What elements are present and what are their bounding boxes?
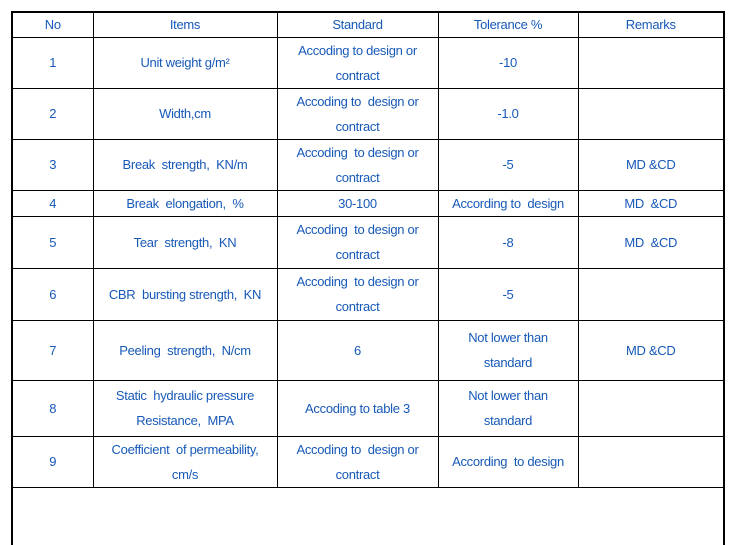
cell-remarks: [577, 36, 725, 89]
cell-no: 8: [11, 379, 94, 437]
cell-items: Break elongation, %: [92, 189, 278, 217]
cell-items: Peeling strength, N/cm: [92, 319, 278, 381]
cell-standard: Accoding to design or contract: [276, 36, 439, 89]
cell-no: 1: [11, 36, 94, 89]
header-row: No Items Standard Tolerance % Remarks: [11, 11, 725, 38]
cell-standard: Accoding to design or contract: [276, 435, 439, 488]
cell-tolerance: -10: [437, 36, 579, 89]
col-header-tolerance: Tolerance %: [437, 11, 579, 38]
cell-standard: Accoding to design or contract: [276, 215, 439, 269]
cell-standard: Accoding to table 3: [276, 379, 439, 437]
cell-items: Width,cm: [92, 87, 278, 140]
cell-remarks: [577, 379, 725, 437]
cell-standard: 6: [276, 319, 439, 381]
cell-remarks: MD &CD: [577, 138, 725, 191]
table-row: 5 Tear strength, KN Accoding to design o…: [11, 215, 725, 269]
cell-remarks: MD &CD: [577, 319, 725, 381]
cell-standard: Accoding to design or contract: [276, 267, 439, 321]
col-header-standard: Standard: [276, 11, 439, 38]
table-row: 7 Peeling strength, N/cm 6 Not lower tha…: [11, 319, 725, 381]
cell-tolerance: According to design: [437, 189, 579, 217]
cell-remarks: [577, 435, 725, 488]
cell-items: Break strength, KN/m: [92, 138, 278, 191]
cell-tolerance: -1.0: [437, 87, 579, 140]
table-row: 2 Width,cm Accoding to design or contrac…: [11, 87, 725, 140]
cell-tolerance: -5: [437, 138, 579, 191]
cell-tolerance: According to design: [437, 435, 579, 488]
cell-no: 4: [11, 189, 94, 217]
table-row: 4 Break elongation, % 30-100 According t…: [11, 189, 725, 217]
cell-no: 5: [11, 215, 94, 269]
cell-no: 6: [11, 267, 94, 321]
cell-no: 2: [11, 87, 94, 140]
spec-table: No Items Standard Tolerance % Remarks 1 …: [11, 11, 725, 545]
cell-remarks: MD &CD: [577, 215, 725, 269]
cell-items: Coefficient of permeability, cm/s: [92, 435, 278, 488]
cell-remarks: MD &CD: [577, 189, 725, 217]
footnotes-cell: 1. The strength requirement for geocompo…: [11, 486, 725, 545]
table-row: 9 Coefficient of permeability, cm/s Acco…: [11, 435, 725, 488]
table-row: 6 CBR bursting strength, KN Accoding to …: [11, 267, 725, 321]
cell-standard: 30-100: [276, 189, 439, 217]
cell-items: Static hydraulic pressure Resistance, MP…: [92, 379, 278, 437]
table-row: 1 Unit weight g/m² Accoding to design or…: [11, 36, 725, 89]
footnote-1: 1. The strength requirement for geocompo…: [15, 538, 721, 545]
cell-standard: Accoding to design or contract: [276, 87, 439, 140]
table-row: 3 Break strength, KN/m Accoding to desig…: [11, 138, 725, 191]
cell-standard: Accoding to design or contract: [276, 138, 439, 191]
table-row: 8 Static hydraulic pressure Resistance, …: [11, 379, 725, 437]
cell-tolerance: Not lower than standard: [437, 379, 579, 437]
cell-no: 7: [11, 319, 94, 381]
cell-tolerance: Not lower than standard: [437, 319, 579, 381]
cell-tolerance: -5: [437, 267, 579, 321]
col-header-remarks: Remarks: [577, 11, 725, 38]
col-header-no: No: [11, 11, 94, 38]
cell-items: Tear strength, KN: [92, 215, 278, 269]
cell-remarks: [577, 267, 725, 321]
cell-tolerance: -8: [437, 215, 579, 269]
cell-no: 9: [11, 435, 94, 488]
cell-no: 3: [11, 138, 94, 191]
cell-items: Unit weight g/m²: [92, 36, 278, 89]
notes-row: 1. The strength requirement for geocompo…: [11, 486, 725, 545]
col-header-items: Items: [92, 11, 278, 38]
cell-items: CBR bursting strength, KN: [92, 267, 278, 321]
cell-remarks: [577, 87, 725, 140]
